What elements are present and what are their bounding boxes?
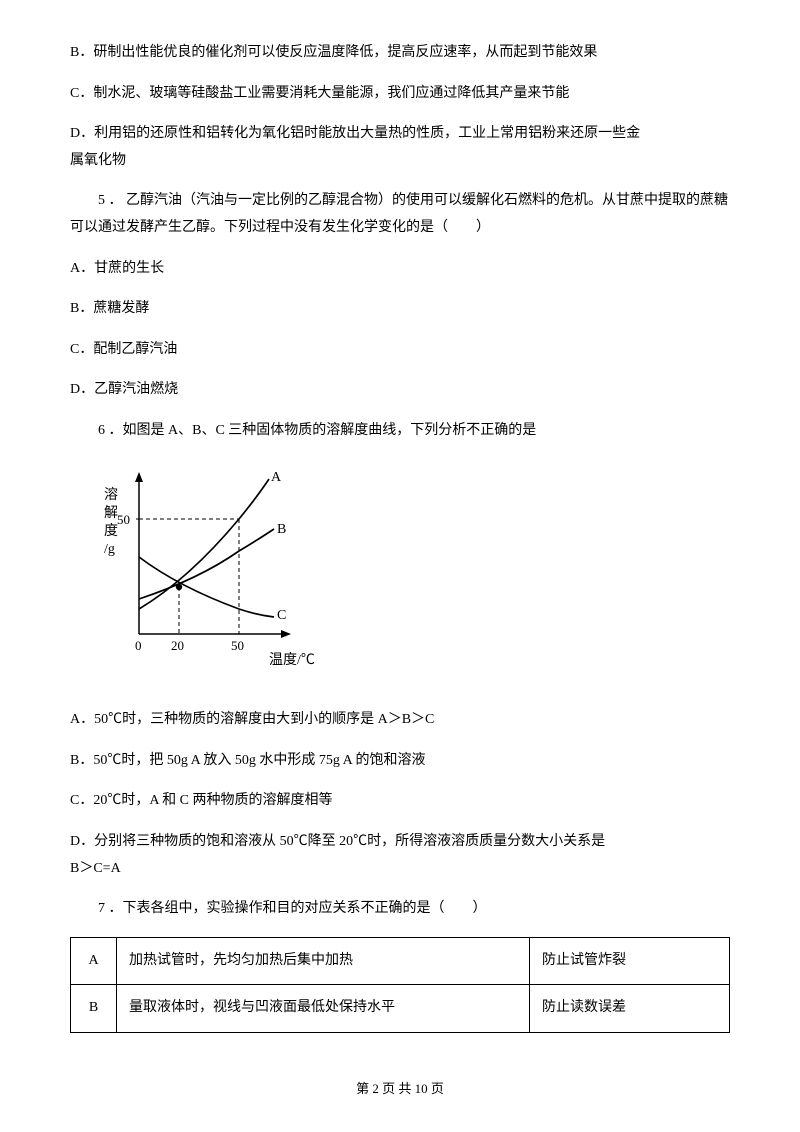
q5-option-b: B．蔗糖发酵	[70, 296, 730, 323]
page-footer: 第 2 页 共 10 页	[0, 1077, 800, 1102]
table-row: A 加热试管时，先均匀加热后集中加热 防止试管炸裂	[71, 937, 730, 985]
q7-row-b-id: B	[71, 985, 117, 1033]
q6-option-d: D．分别将三种物质的饱和溶液从 50℃降至 20℃时，所得溶液溶质质量分数大小关…	[70, 829, 730, 882]
svg-text:50: 50	[117, 512, 130, 527]
svg-text:溶: 溶	[104, 487, 118, 503]
q7-row-a-goal: 防止试管炸裂	[530, 937, 730, 985]
svg-text:解: 解	[104, 505, 118, 521]
q7-row-a-op: 加热试管时，先均匀加热后集中加热	[117, 937, 530, 985]
svg-text:B: B	[277, 522, 286, 537]
q7-table: A 加热试管时，先均匀加热后集中加热 防止试管炸裂 B 量取液体时，视线与凹液面…	[70, 937, 730, 1033]
q4-option-d: D．利用铝的还原性和铝转化为氧化铝时能放出大量热的性质，工业上常用铝粉来还原一些…	[70, 121, 730, 174]
q5-stem: 5 ． 乙醇汽油（汽油与一定比例的乙醇混合物）的使用可以缓解化石燃料的危机。从甘…	[70, 188, 730, 241]
q6-option-d-line2: B＞C=A	[70, 856, 730, 883]
svg-text:A: A	[271, 470, 282, 485]
q5-option-c: C．配制乙醇汽油	[70, 337, 730, 364]
q7-stem: 7 ．下表各组中，实验操作和目的对应关系不正确的是（ ）	[70, 896, 730, 923]
svg-text:/g: /g	[104, 542, 115, 557]
q7-row-b-goal: 防止读数误差	[530, 985, 730, 1033]
q4-option-b: B．研制出性能优良的催化剂可以使反应温度降低，提高反应速率，从而起到节能效果	[70, 40, 730, 67]
q4-option-c: C．制水泥、玻璃等硅酸盐工业需要消耗大量能源，我们应通过降低其产量来节能	[70, 81, 730, 108]
svg-text:C: C	[277, 608, 286, 623]
q7-row-b-op: 量取液体时，视线与凹液面最低处保持水平	[117, 985, 530, 1033]
table-row: B 量取液体时，视线与凹液面最低处保持水平 防止读数误差	[71, 985, 730, 1033]
svg-text:20: 20	[171, 638, 184, 653]
q4-option-d-line2: 属氧化物	[70, 148, 730, 175]
q6-option-c: C．20℃时，A 和 C 两种物质的溶解度相等	[70, 788, 730, 815]
svg-text:度: 度	[104, 523, 118, 539]
svg-text:50: 50	[231, 638, 244, 653]
q7-row-a-id: A	[71, 937, 117, 985]
q4-option-d-line1: D．利用铝的还原性和铝转化为氧化铝时能放出大量热的性质，工业上常用铝粉来还原一些…	[70, 121, 730, 148]
q6-solubility-chart: 溶解度/g5002050温度/℃ABC	[84, 459, 730, 690]
q6-option-b: B．50℃时，把 50g A 放入 50g 水中形成 75g A 的饱和溶液	[70, 748, 730, 775]
q6-option-d-line1: D．分别将三种物质的饱和溶液从 50℃降至 20℃时，所得溶液溶质质量分数大小关…	[70, 829, 730, 856]
q5-option-a: A．甘蔗的生长	[70, 256, 730, 283]
svg-text:温度/℃: 温度/℃	[269, 652, 314, 668]
q5-option-d: D．乙醇汽油燃烧	[70, 377, 730, 404]
q6-stem: 6 ．如图是 A、B、C 三种固体物质的溶解度曲线，下列分析不正确的是	[70, 418, 730, 445]
q6-option-a: A．50℃时，三种物质的溶解度由大到小的顺序是 A＞B＞C	[70, 707, 730, 734]
svg-text:0: 0	[135, 638, 142, 653]
